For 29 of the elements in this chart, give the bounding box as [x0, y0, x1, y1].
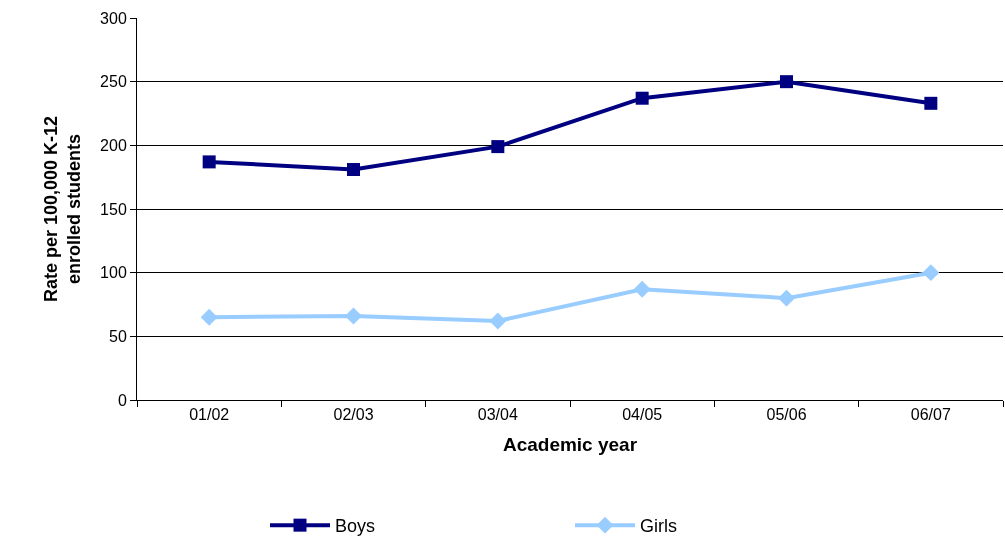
- point: [491, 140, 505, 154]
- x-tick-label: 06/07: [910, 406, 951, 424]
- point: [922, 264, 940, 282]
- point: [633, 280, 651, 298]
- point: [202, 155, 216, 169]
- y-axis-title: Rate per 100,000 K-12 enrolled students: [40, 115, 85, 303]
- x-tick-label: 04/05: [622, 406, 663, 424]
- y-tick-label: 200: [100, 136, 127, 154]
- y-tick-label: 300: [100, 9, 127, 27]
- legend-label: Girls: [640, 516, 677, 537]
- point: [780, 75, 793, 89]
- x-axis-title: Academic year: [502, 434, 638, 455]
- x-tick-label: 05/06: [766, 406, 807, 424]
- y-tick-label: 50: [109, 327, 127, 345]
- point: [778, 289, 795, 307]
- point: [924, 96, 938, 110]
- y-tick-label: 150: [100, 200, 127, 218]
- legend-label: Boys: [335, 516, 376, 537]
- point: [200, 308, 218, 326]
- point: [345, 307, 362, 325]
- point: [489, 312, 507, 330]
- point: [347, 163, 360, 177]
- point: [635, 91, 649, 105]
- x-tick-label: 02/03: [333, 406, 374, 424]
- x-tick-label: 01/02: [189, 406, 230, 424]
- y-tick-label: 250: [100, 73, 127, 91]
- x-tick-label: 03/04: [477, 406, 518, 424]
- y-tick-label: 100: [100, 264, 127, 282]
- y-tick-label: 0: [117, 391, 127, 409]
